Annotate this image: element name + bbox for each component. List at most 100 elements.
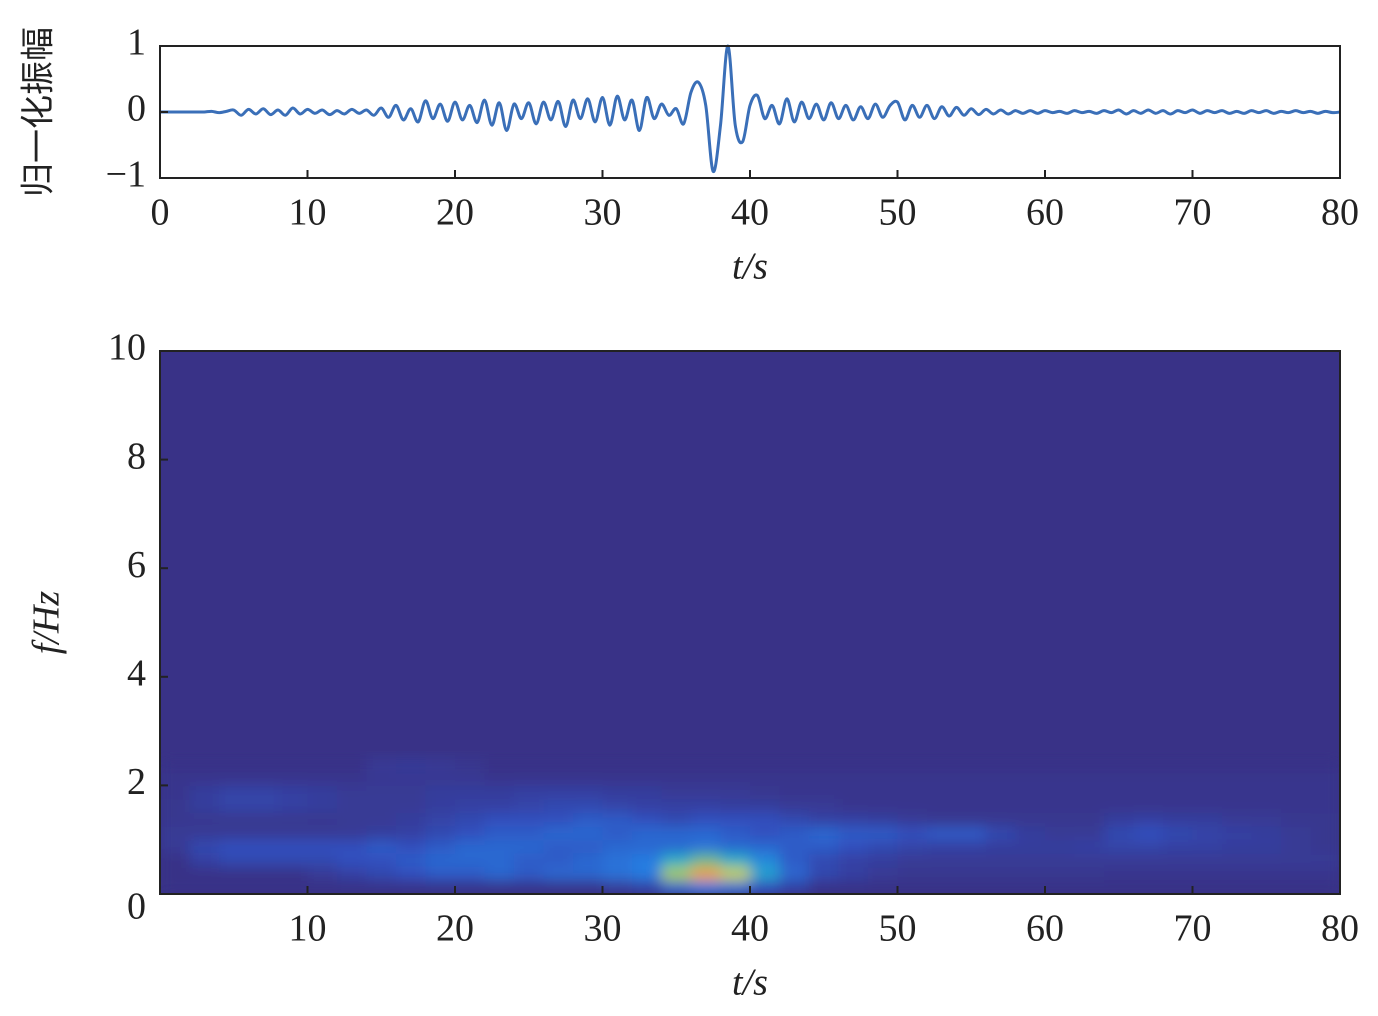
heat-cell: [396, 866, 426, 881]
heat-cell: [1192, 758, 1223, 773]
heat-cell: [248, 771, 279, 786]
heat-cell: [1281, 798, 1311, 814]
heat-cell: [779, 785, 810, 800]
heat-cell: [1222, 866, 1252, 881]
heat-cell: [514, 798, 544, 814]
heat-cell: [661, 866, 692, 881]
heat-cell: [1310, 812, 1340, 827]
heat-cell: [573, 758, 603, 773]
x-tick-label: 40: [731, 192, 769, 234]
heat-cell: [750, 758, 780, 773]
heat-cell: [1192, 839, 1223, 854]
heat-cell: [632, 866, 662, 881]
heat-cell: [779, 853, 810, 868]
heat-cell: [1133, 880, 1164, 894]
heat-cell: [838, 758, 869, 773]
heat-cell: [720, 839, 751, 854]
heat-cell: [278, 758, 308, 773]
heat-cell: [661, 812, 692, 827]
heat-cell: [1104, 812, 1134, 827]
heat-cell: [809, 853, 839, 868]
heat-cell: [1074, 826, 1105, 841]
heat-cell: [1163, 866, 1193, 881]
heat-cell: [514, 839, 544, 854]
heat-cell: [956, 826, 987, 841]
heat-cell: [1281, 826, 1311, 841]
heat-cell: [927, 812, 957, 827]
heat-cell: [1015, 812, 1046, 827]
heat-cell: [189, 785, 220, 800]
heat-cell: [750, 826, 780, 841]
heat-cell: [455, 758, 485, 773]
heat-cell: [337, 798, 367, 814]
heat-cell: [189, 866, 220, 881]
heat-cell: [455, 785, 485, 800]
heat-cell: [809, 758, 839, 773]
heat-cell: [838, 853, 869, 868]
heat-cell: [278, 880, 308, 894]
heat-cell: [189, 839, 220, 854]
heat-cell: [602, 771, 633, 786]
heat-cell: [219, 785, 249, 800]
heat-cell: [1104, 785, 1134, 800]
heat-cell: [366, 758, 397, 773]
heat-cell: [868, 826, 898, 841]
heat-cell: [1310, 798, 1340, 814]
heat-cell: [248, 866, 279, 881]
heat-cell: [425, 826, 456, 841]
heat-cell: [514, 853, 544, 868]
x-tick-label: 0: [151, 192, 170, 234]
x-tick-label: 60: [1026, 908, 1064, 950]
heat-cell: [1163, 758, 1193, 773]
heat-cell: [484, 853, 515, 868]
heat-cell: [779, 866, 810, 881]
heat-cell: [160, 826, 190, 841]
heat-cell: [1222, 771, 1252, 786]
heat-cell: [337, 826, 367, 841]
heatmap-clip: [160, 758, 1340, 894]
y-tick-label: 10: [108, 327, 146, 369]
heat-cell: [779, 826, 810, 841]
heat-cell: [307, 866, 338, 881]
heat-cell: [219, 826, 249, 841]
heat-cell: [897, 880, 928, 894]
heat-cell: [573, 798, 603, 814]
heat-cell: [691, 758, 721, 773]
heat-cell: [927, 785, 957, 800]
heat-cell: [219, 880, 249, 894]
heat-cell: [1074, 758, 1105, 773]
heat-cell: [1192, 880, 1223, 894]
heat-cell: [1133, 812, 1164, 827]
heat-cell: [897, 785, 928, 800]
heat-cell: [927, 758, 957, 773]
heat-cell: [1251, 812, 1282, 827]
heat-cell: [160, 880, 190, 894]
heat-cell: [897, 812, 928, 827]
heat-cell: [455, 866, 485, 881]
heat-cell: [219, 812, 249, 827]
heat-cell: [189, 812, 220, 827]
heat-cell: [927, 798, 957, 814]
heat-cell: [750, 839, 780, 854]
heat-cell: [425, 866, 456, 881]
heat-cell: [1222, 812, 1252, 827]
heat-cell: [691, 839, 721, 854]
heat-cell: [691, 826, 721, 841]
heat-cell: [1251, 880, 1282, 894]
heat-cell: [809, 771, 839, 786]
heat-cell: [661, 839, 692, 854]
heat-cell: [602, 866, 633, 881]
heat-cell: [897, 826, 928, 841]
heat-cell: [1310, 853, 1340, 868]
heat-cell: [425, 798, 456, 814]
heat-cell: [602, 758, 633, 773]
heat-cell: [1074, 798, 1105, 814]
heat-cell: [1281, 758, 1311, 773]
heat-cell: [1133, 771, 1164, 786]
heat-cell: [307, 880, 338, 894]
heat-cell: [750, 853, 780, 868]
heat-cell: [337, 839, 367, 854]
heat-cell: [1015, 866, 1046, 881]
heat-cell: [1104, 839, 1134, 854]
